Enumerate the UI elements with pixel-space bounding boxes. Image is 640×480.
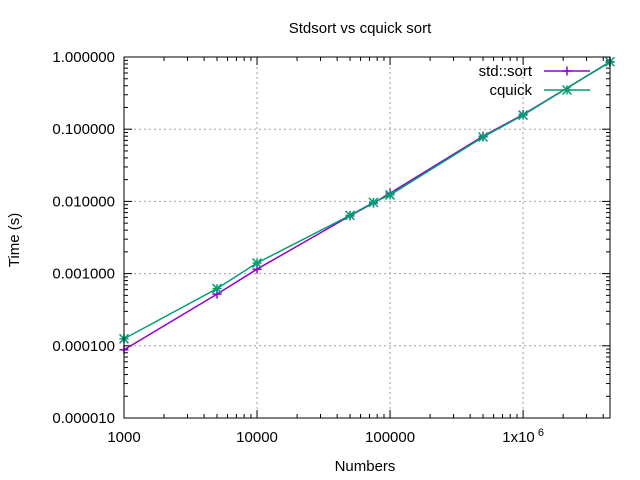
data-point	[252, 258, 263, 269]
legend-marker	[561, 84, 573, 96]
legend-label: cquick	[489, 82, 532, 99]
x-tick-label: 100000	[365, 429, 415, 446]
y-axis-label: Time (s)	[6, 213, 23, 267]
y-tick-label: 1.000000	[52, 49, 115, 66]
x-axis-label: Numbers	[335, 458, 396, 475]
grid-lines	[124, 57, 610, 418]
series-layer	[118, 56, 616, 355]
data-point	[518, 110, 529, 121]
data-point	[344, 210, 356, 221]
y-tick-label: 0.010000	[52, 193, 115, 210]
legend-label: std::sort	[479, 63, 533, 80]
series-2	[118, 56, 616, 344]
y-tick-label: 0.100000	[52, 121, 115, 138]
y-tick-label: 0.000010	[52, 410, 115, 427]
data-point	[211, 283, 223, 294]
legend-marker	[562, 66, 572, 76]
axis-ticks: 1000 10000 100000 1x10 6 0.000010 0.000100 0.0…	[52, 49, 610, 446]
data-point	[385, 189, 396, 200]
plot-frame	[123, 56, 611, 419]
y-tick-label: 0.001000	[52, 266, 115, 283]
y-tick-label: 0.000100	[52, 338, 115, 355]
data-point	[478, 131, 489, 143]
x-tick-label: 1000	[107, 429, 140, 446]
series-line	[123, 61, 611, 340]
chart-title: Stdsort vs cquick sort	[289, 20, 432, 37]
x-tick-label: 1x10 6	[502, 427, 544, 446]
data-point	[368, 197, 379, 208]
x-tick-label: 10000	[236, 429, 278, 446]
